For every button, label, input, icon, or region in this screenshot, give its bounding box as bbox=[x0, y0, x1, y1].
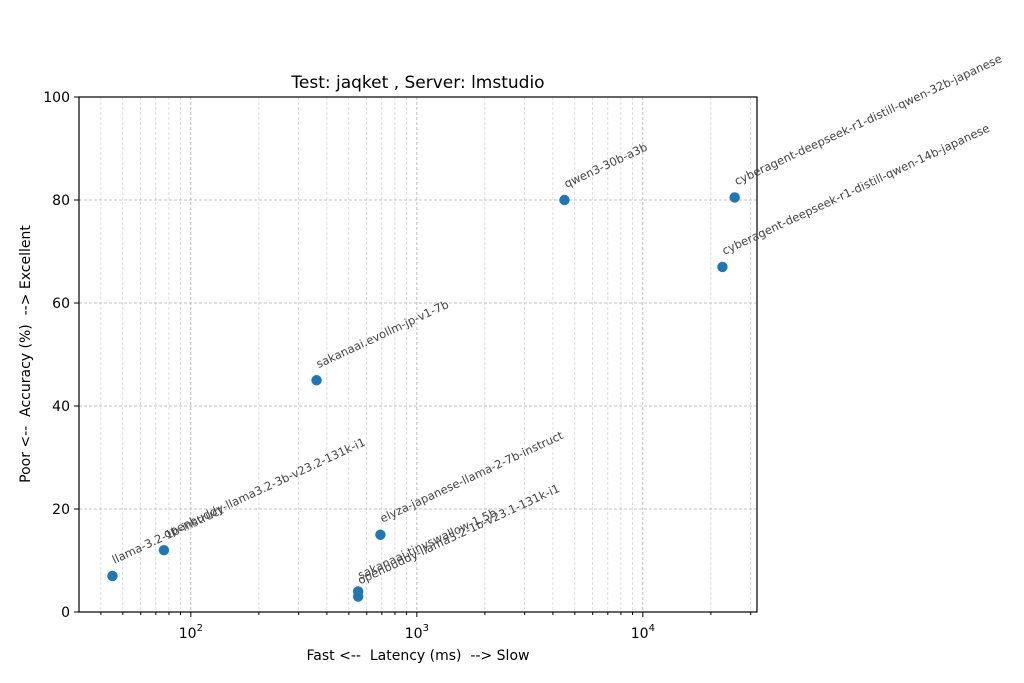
data-point bbox=[352, 591, 364, 602]
data-point bbox=[717, 261, 728, 273]
y-axis-ticks: 0 20 40 60 80 100 bbox=[43, 90, 79, 621]
point-label: cyberagent-deepseek-r1-distill-qwen-14b-… bbox=[720, 121, 992, 258]
y-tick-label: 100 bbox=[43, 90, 70, 106]
y-tick-label: 0 bbox=[61, 605, 70, 621]
point-label: openbuddy-llama3.2-3b-v23.2-131k-i1 bbox=[161, 435, 367, 541]
data-point bbox=[375, 529, 386, 540]
y-tick-label: 40 bbox=[52, 399, 70, 415]
data-point bbox=[559, 194, 570, 206]
x-tick-exponent: 4 bbox=[649, 623, 655, 634]
data-points bbox=[107, 192, 740, 602]
data-point bbox=[729, 192, 740, 203]
chart-title: Test: jaqket , Server: lmstudio bbox=[290, 73, 544, 93]
plot-frame bbox=[78, 96, 758, 613]
x-tick-exponent: 2 bbox=[197, 623, 203, 634]
y-tick-label: 60 bbox=[52, 296, 70, 312]
data-point bbox=[107, 570, 118, 582]
data-point bbox=[158, 545, 170, 556]
y-tick-label: 20 bbox=[52, 502, 70, 518]
y-axis-label: Poor <-- Accuracy (%) --> Excellent bbox=[18, 225, 34, 483]
x-axis-ticks: 102 103 104 bbox=[100, 612, 752, 642]
x-tick-label: 104 bbox=[631, 623, 655, 642]
x-tick-label: 102 bbox=[179, 623, 203, 642]
point-label: sakanaai.evollm-jp-v1-7b bbox=[314, 297, 451, 371]
point-label: elyza-japanese-llama-2-7b-instruct bbox=[378, 428, 566, 526]
x-tick-exponent: 3 bbox=[423, 623, 429, 634]
point-label: cyberagent-deepseek-r1-distill-qwen-32b-… bbox=[732, 51, 1004, 188]
y-tick-label: 80 bbox=[52, 193, 70, 209]
x-tick-label: 103 bbox=[405, 623, 429, 642]
x-axis-label: Fast <-- Latency (ms) --> Slow bbox=[307, 648, 530, 664]
point-label: openbuddy-llama3.2-1b-v23.1-131k-i1 bbox=[356, 481, 562, 587]
data-point bbox=[311, 375, 322, 386]
point-labels: llama-3.2-1b-instructopenbuddy-llama3.2-… bbox=[110, 51, 1004, 587]
